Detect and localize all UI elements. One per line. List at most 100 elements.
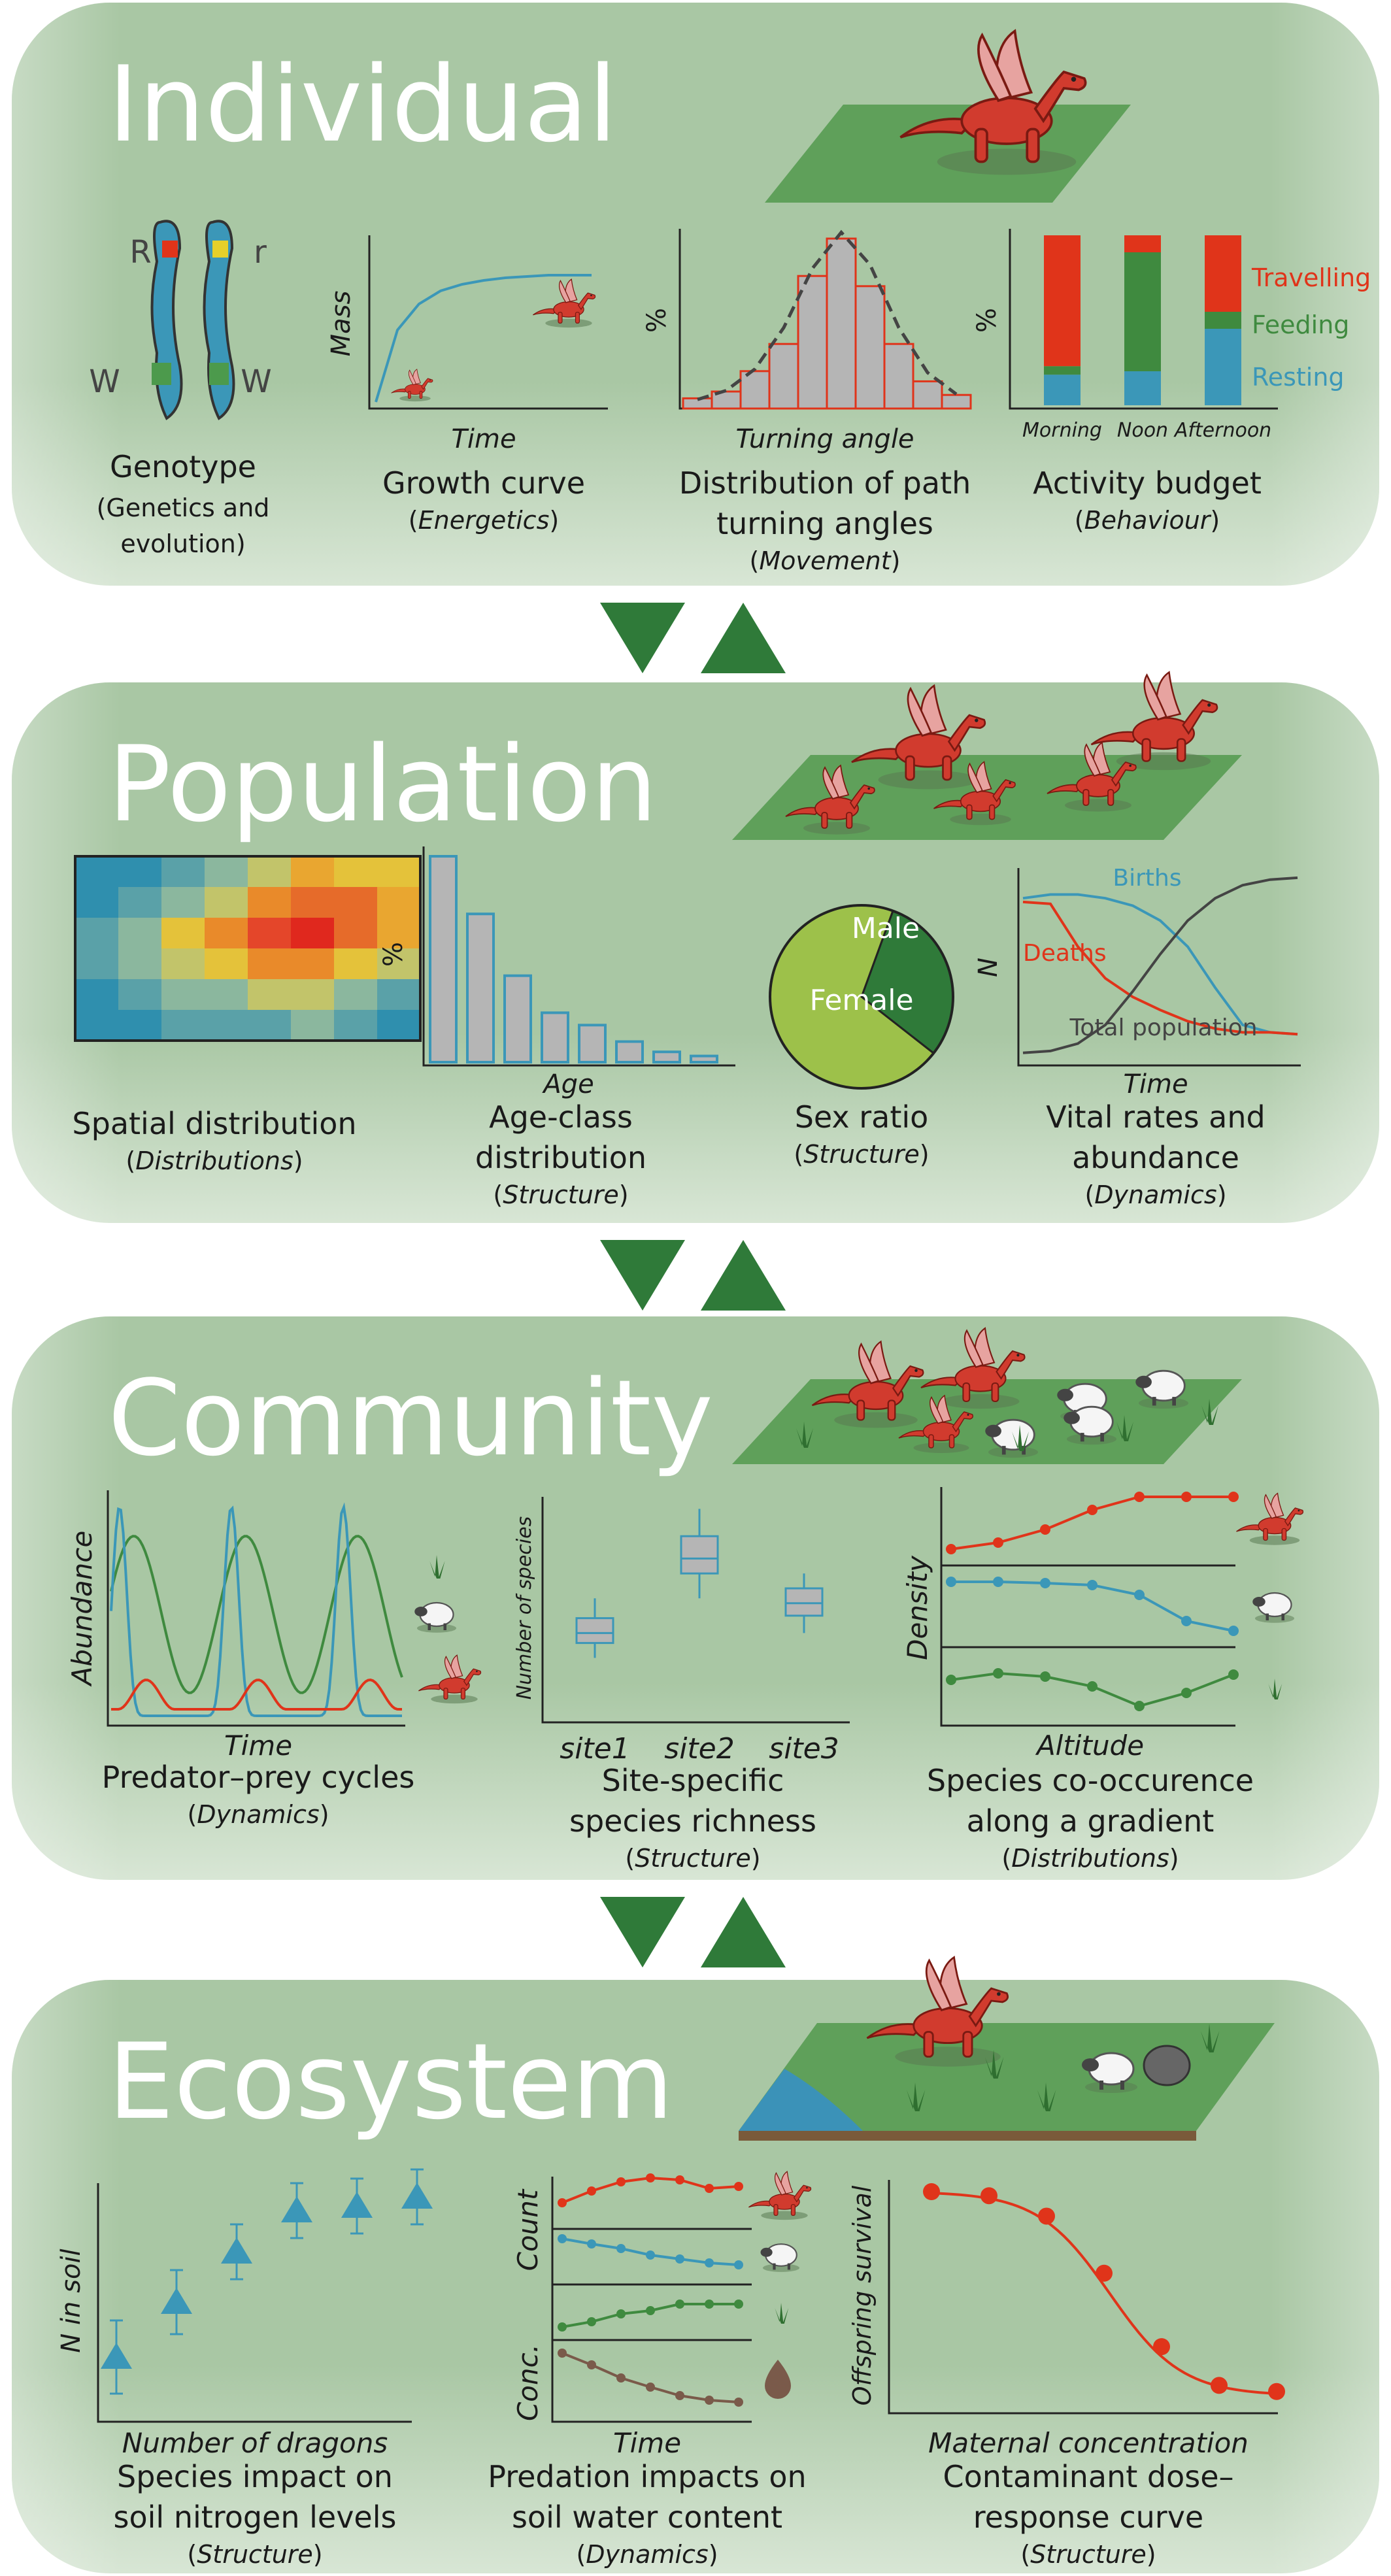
x-axis-label: Time [451,424,516,454]
y-axis-label: % [972,308,1002,333]
dose-point [1268,2383,1285,2400]
heatmap-cell [161,918,205,948]
panel-title: Predator–prey cycles [102,1760,415,1795]
data-point [101,2343,132,2369]
density-point [1134,1701,1145,1711]
histogram-bar [941,393,972,410]
heatmap-cell [205,979,248,1010]
series-point [587,2360,596,2369]
series-point [705,2300,714,2309]
panel-title: Species co-occurence [927,1763,1254,1798]
density-point [993,1537,1003,1548]
box [784,1587,824,1617]
heatmap-cell [118,948,161,979]
dose-point [1096,2264,1113,2282]
stacked-bar-resting [1044,375,1081,405]
heatmap-cell [161,856,205,887]
pie-label-male: Male [852,912,920,945]
series-point [616,2373,626,2383]
age-bar [615,1040,644,1063]
pie-label-female: Female [809,984,913,1017]
species-richness-boxplot: site1 site2 site3 Number of species Site-spe… [513,1497,850,1873]
turning-angle-chart: % Turning angle Distribution of path turnin… [642,229,972,575]
section-title: Community [108,1357,713,1479]
vital-line-total-population [1022,876,1298,1054]
histogram-bar [883,343,914,410]
panel-title: Growth curve [382,465,585,501]
density-point [1040,1671,1050,1682]
axis-lines [888,2180,1278,2415]
panel-title: Sex ratio [795,1099,929,1135]
sex-ratio-pie: Male Female Sex ratio (Structure) [769,904,954,1169]
density-point [1087,1505,1098,1515]
panel-title: species richness [569,1803,816,1839]
legend-feeding: Feeding [1252,310,1349,339]
y-axis-label: Abundance [66,1531,98,1688]
age-bar [541,1011,569,1064]
histogram-bar [854,285,886,410]
chromosome-pair [150,220,235,420]
ground-plate [739,2023,1275,2131]
panel-subtitle: (Structure) [493,1180,628,1209]
stacked-bar-resting [1205,329,1241,405]
series-point [558,2198,567,2207]
data-point [281,2196,312,2222]
series-point [705,2396,714,2405]
axis-lines [940,1487,1235,1727]
dose-point [980,2187,997,2205]
y-axis-label: Density [901,1555,933,1660]
dose-response-chart: Offspring survival Maternal concentration… [848,2180,1285,2569]
data-point [341,2192,373,2218]
x-axis-label: Time [613,2427,681,2459]
allele-R-band [162,241,178,258]
panel-title: soil water content [512,2500,782,2535]
density-point [993,1577,1003,1587]
heatmap-cell [248,979,291,1010]
age-bar [429,855,458,1063]
axis-lines [97,2183,412,2423]
section-title: Individual [108,43,617,165]
growth-line [375,274,592,403]
heatmap-cell [161,948,205,979]
heatmap-cell [377,1010,420,1041]
down-arrow-icon [600,603,685,673]
age-bar [466,912,495,1063]
heatmap-cell [75,856,118,887]
y-axis-label-conc: Conc. [512,2344,544,2421]
heatmap-cell [248,856,291,887]
density-point [1134,1590,1145,1600]
panel-subtitle: (Dynamics) [576,2540,718,2569]
series-point [646,2306,655,2315]
heatmap-cell [75,948,118,979]
panel-subtitle: (Structure) [625,1844,760,1873]
up-arrow-icon [701,1897,786,1967]
vital-line-births [1022,893,1298,1036]
panel-subtitle: (Distributions) [1001,1844,1179,1873]
heatmap-cell [334,979,377,1010]
up-arrow-icon [701,603,786,673]
ground-edge [739,2131,1196,2141]
x-tick-label: site3 [769,1732,839,1765]
axis-lines [422,846,735,1067]
down-arrow-icon [600,1240,685,1311]
y-axis-label: Number of species [513,1516,536,1700]
stacked-bar-feeding [1205,312,1241,329]
density-point [946,1577,956,1587]
legend-travelling: Travelling [1251,263,1371,292]
axis-lines [368,235,608,410]
stacked-bar-travelling [1205,235,1241,312]
series-point [675,2391,684,2400]
heatmap-cell [377,979,420,1010]
stacked-bar-travelling [1044,235,1081,367]
age-bar [652,1050,681,1063]
growth-curve-chart: Mass Time Growth curve (Energetics) [326,235,608,535]
series-point [734,2300,743,2309]
series-point [734,2260,743,2269]
data-point [161,2288,192,2314]
heatmap-cell [75,979,118,1010]
density-point [1228,1492,1239,1502]
heatmap-cell [377,887,420,918]
